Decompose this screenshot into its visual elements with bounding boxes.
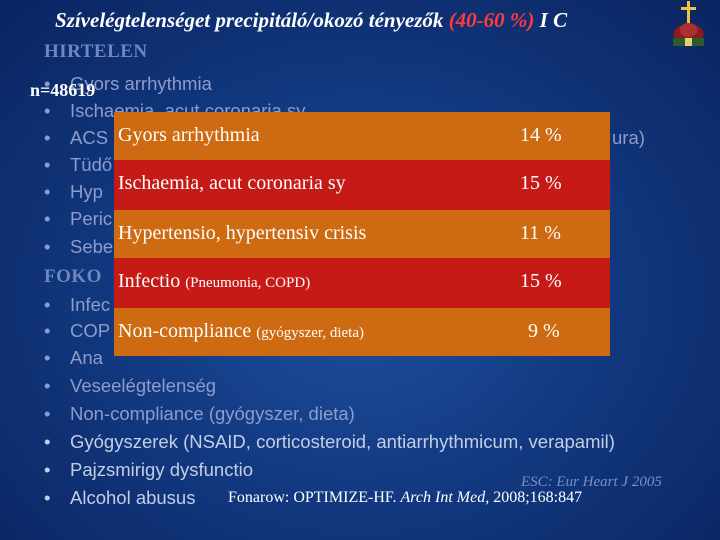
list-item: • Ana <box>44 347 103 368</box>
heading-gradual: FOKO <box>44 266 102 287</box>
row-label: Hypertensio, hypertensiv crisis <box>118 222 367 244</box>
row-value: 11 % <box>520 222 561 244</box>
list-item: • Non-compliance (gyógyszer, dieta) <box>44 403 355 424</box>
list-item-tail: ura) <box>612 127 645 148</box>
list-item: • Sebe <box>44 236 114 257</box>
table-row: Ischaemia, acut coronaria sy 15 % <box>114 160 610 210</box>
list-item: • Peric <box>44 208 113 229</box>
precipitating-factors-table: Gyors arrhythmia 14 % Ischaemia, acut co… <box>114 112 610 356</box>
table-row: Gyors arrhythmia 14 % <box>114 112 610 160</box>
title-percent: (40-60 %) <box>448 8 535 32</box>
list-item: • Gyors arrhythmia <box>44 73 212 94</box>
heading-sudden: HIRTELEN <box>44 41 148 62</box>
title-main: Szívelégtelenséget precipitáló/okozó tén… <box>55 8 444 32</box>
title-level: I C <box>539 8 568 32</box>
list-item: • Hyp <box>44 181 103 202</box>
list-item: • Veseelégtelenség <box>44 375 217 396</box>
table-row: Hypertensio, hypertensiv crisis 11 % <box>114 210 610 258</box>
row-note: (Pneumonia, COPD) <box>185 275 311 291</box>
list-item: • COP <box>44 320 111 341</box>
row-label: Gyors arrhythmia <box>118 124 260 146</box>
row-note: (gyógyszer, dieta) <box>256 325 364 341</box>
row-label: Ischaemia, acut coronaria sy <box>118 172 346 194</box>
row-value: 15 % <box>520 270 562 292</box>
citation-fonarow: Fonarow: OPTIMIZE-HF. Arch Int Med, 2008… <box>228 489 583 506</box>
list-item: • Pajzsmirigy dysfunctio <box>44 459 254 480</box>
citation-esc: ESC: Eur Heart J 2005 <box>521 474 662 490</box>
citation-journal: Arch Int Med, <box>400 489 490 506</box>
row-value: 15 % <box>520 172 562 194</box>
list-item: • ACS <box>44 127 109 148</box>
list-item: • Alcohol abusus <box>44 487 196 508</box>
sample-size-label: n=48619 <box>30 80 96 100</box>
row-label: Infectio (Pneumonia, COPD) <box>118 270 311 292</box>
table-row: Non-compliance (gyógyszer, dieta) 9 % <box>114 308 610 356</box>
table-row: Infectio (Pneumonia, COPD) 15 % <box>114 258 610 308</box>
cross-church-icon <box>673 1 704 46</box>
row-label: Non-compliance (gyógyszer, dieta) <box>118 320 364 342</box>
row-value: 14 % <box>520 124 562 146</box>
slide-title: Szívelégtelenséget precipitáló/okozó tén… <box>55 8 567 33</box>
list-item: • Tüdő <box>44 154 113 175</box>
list-item: • Infec <box>44 294 111 315</box>
list-item: • Gyógyszerek (NSAID, corticosteroid, ant… <box>44 431 615 452</box>
row-value: 9 % <box>528 320 560 342</box>
